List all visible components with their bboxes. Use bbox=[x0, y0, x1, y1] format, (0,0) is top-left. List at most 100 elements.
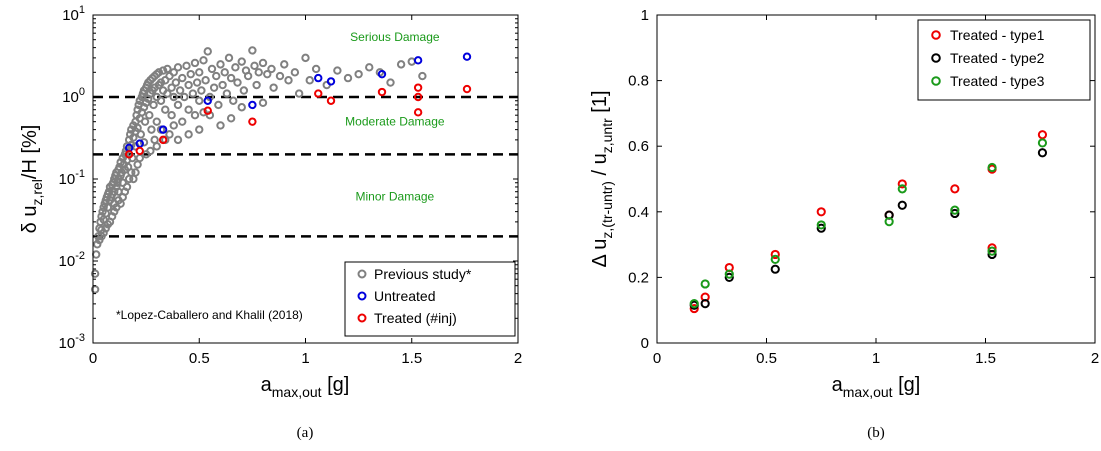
point-previous-study bbox=[224, 53, 234, 63]
panel-a-legend-box bbox=[344, 261, 516, 337]
point-previous-study bbox=[118, 178, 127, 187]
point-previous-study bbox=[418, 71, 427, 81]
point-previous-study bbox=[269, 83, 278, 92]
point-previous-study bbox=[258, 58, 268, 68]
point-previous-study bbox=[226, 114, 236, 123]
y-tick-label: 0.2 bbox=[628, 269, 649, 286]
legend-label-treated-type1: Treated - type1 bbox=[950, 27, 1045, 43]
point-treated-inj bbox=[377, 87, 387, 97]
y-tick-label: 10-1 bbox=[59, 168, 85, 188]
point-previous-study bbox=[188, 89, 198, 98]
point-previous-study bbox=[90, 285, 100, 294]
point-previous-study bbox=[135, 153, 144, 163]
point-previous-study bbox=[231, 63, 240, 72]
point-previous-study bbox=[209, 83, 219, 92]
point-previous-study bbox=[284, 76, 293, 85]
point-untreated bbox=[203, 96, 212, 105]
point-previous-study bbox=[267, 64, 276, 74]
panel-b-y-ticks: 0 0.2 0.4 0.6 0.8 1 bbox=[628, 7, 1095, 352]
point-previous-study bbox=[182, 61, 191, 71]
point-previous-study bbox=[169, 92, 178, 102]
panel-a-legend: Previous study* Untreated Treated (#inj) bbox=[344, 261, 516, 337]
point-previous-study bbox=[195, 68, 204, 77]
point-previous-study bbox=[248, 46, 257, 55]
point-treated-type3 bbox=[987, 246, 997, 256]
point-previous-study bbox=[290, 68, 300, 77]
point-previous-study bbox=[163, 89, 172, 98]
point-previous-study bbox=[133, 123, 142, 133]
point-treated-inj bbox=[326, 96, 336, 105]
y-tick-label: 10-3 bbox=[59, 332, 85, 352]
zone-label-minor-damage: Minor Damage bbox=[356, 189, 435, 203]
point-previous-study bbox=[186, 69, 195, 79]
y-tick-label: 100 bbox=[62, 86, 85, 106]
legend-label-treated-type3: Treated - type3 bbox=[950, 73, 1045, 89]
point-treated-type3 bbox=[987, 162, 997, 173]
x-tick-label: 0 bbox=[653, 350, 661, 367]
point-treated-type1 bbox=[689, 303, 699, 314]
point-treated-type3 bbox=[950, 205, 960, 215]
point-previous-study bbox=[156, 96, 166, 105]
point-previous-study bbox=[216, 121, 225, 130]
point-treated-type3 bbox=[816, 220, 826, 230]
panel-a-y-ticks: 10-3 10-2 10-1 100 101 bbox=[59, 4, 518, 352]
point-previous-study bbox=[161, 76, 170, 85]
legend-label-previous-study: Previous study* bbox=[374, 266, 472, 282]
panel-b-legend: Treated - type1 Treated - type2 Treated - … bbox=[917, 19, 1091, 101]
point-treated-inj bbox=[203, 106, 212, 115]
point-treated-inj bbox=[248, 117, 257, 126]
point-previous-study bbox=[113, 178, 122, 187]
point-previous-study bbox=[140, 117, 150, 126]
y-tick-label: 0.4 bbox=[628, 204, 649, 221]
point-previous-study bbox=[139, 138, 149, 147]
point-previous-study bbox=[229, 96, 238, 105]
point-previous-study bbox=[167, 110, 176, 120]
point-untreated bbox=[462, 52, 472, 61]
point-treated-type2 bbox=[1037, 148, 1048, 158]
point-treated-type2 bbox=[950, 208, 960, 219]
point-previous-study bbox=[141, 150, 151, 159]
point-previous-study bbox=[197, 86, 206, 95]
point-previous-study bbox=[237, 57, 246, 66]
point-previous-study bbox=[407, 57, 416, 66]
point-untreated bbox=[135, 139, 144, 148]
point-previous-study bbox=[311, 64, 321, 74]
point-previous-study bbox=[354, 69, 363, 79]
point-treated-type2 bbox=[770, 264, 780, 274]
point-previous-study bbox=[237, 103, 246, 112]
x-tick-label: 0 bbox=[89, 350, 97, 367]
panel-b-x-axis-label: amax,out [g] bbox=[832, 374, 921, 400]
x-tick-label: 0.5 bbox=[189, 350, 210, 367]
point-previous-study bbox=[103, 203, 113, 212]
point-treated-type2 bbox=[897, 200, 907, 210]
point-previous-study bbox=[173, 63, 183, 72]
point-treated-type3 bbox=[884, 217, 894, 227]
point-untreated bbox=[314, 73, 323, 83]
point-previous-study bbox=[184, 130, 193, 139]
point-previous-study bbox=[214, 100, 223, 110]
y-tick-label: 101 bbox=[62, 4, 85, 24]
point-previous-study bbox=[203, 47, 212, 56]
x-tick-label: 2 bbox=[514, 350, 522, 367]
point-previous-study bbox=[147, 125, 156, 134]
panel-a-x-axis-label: amax,out [g] bbox=[261, 374, 350, 400]
point-treated-type3 bbox=[700, 279, 710, 289]
point-treated-type3 bbox=[770, 254, 780, 264]
point-previous-study bbox=[167, 83, 176, 92]
point-previous-study bbox=[250, 61, 259, 71]
point-previous-study bbox=[216, 60, 225, 69]
point-untreated bbox=[326, 77, 336, 86]
point-treated-type1 bbox=[950, 184, 960, 194]
point-untreated bbox=[377, 69, 387, 79]
panel-a-data-points bbox=[90, 46, 472, 294]
legend-marker-treated-inj bbox=[357, 313, 367, 323]
point-treated-type2 bbox=[816, 223, 826, 233]
point-treated-type3 bbox=[689, 299, 699, 309]
panel-b-x-ticks: 0 0.5 1 1.5 2 bbox=[653, 15, 1099, 367]
point-previous-study bbox=[201, 76, 210, 85]
point-treated-type1 bbox=[770, 249, 780, 260]
legend-marker-treated-type1 bbox=[931, 30, 941, 40]
panel-b-y-axis-label: Δ uz,(tr-untr) / uz,untr [1] bbox=[589, 90, 615, 267]
point-previous-study bbox=[222, 89, 232, 98]
